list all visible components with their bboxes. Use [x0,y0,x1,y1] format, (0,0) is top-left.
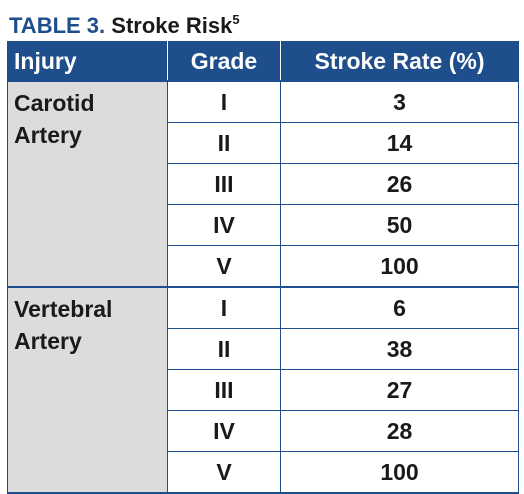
stroke-risk-table: Injury Grade Stroke Rate (%) Carotid Art… [7,41,519,494]
injury-label: Artery [14,122,82,148]
injury-label: Vertebral [14,296,113,322]
grade-cell: I [167,80,281,123]
table-row: III 26 [8,163,519,205]
table-row: V 100 [8,451,519,494]
grade-cell: IV [167,204,281,246]
rate-cell: 6 [280,286,519,329]
header-row: Injury Grade Stroke Rate (%) [7,41,519,82]
rate-cell: 27 [280,369,519,411]
table-title: Stroke Risk [111,13,233,38]
table-row: IV 50 [8,204,519,246]
rate-cell: 26 [280,163,519,205]
rate-cell: 14 [280,122,519,164]
header-injury: Injury [7,41,168,82]
table-row: Vertebral Artery I 6 [7,286,519,494]
injury-label: Artery [14,328,82,354]
rate-cell: 38 [280,328,519,370]
grade-cell: V [167,451,281,494]
injury-label: Carotid [14,90,95,116]
rate-cell: 100 [280,451,519,494]
table-caption: TABLE 3. Stroke Risk5 [9,5,240,38]
table-number: TABLE 3. [9,13,106,38]
header-stroke-rate: Stroke Rate (%) [280,41,519,82]
grade-cell: I [167,286,281,329]
grade-cell: III [167,163,281,205]
injury-cell-vertebral: Vertebral Artery [7,286,168,494]
table-row: II 14 [8,122,519,164]
rate-cell: 100 [280,245,519,288]
rate-cell: 28 [280,410,519,452]
table-row: IV 28 [8,410,519,452]
header-grade: Grade [167,41,281,82]
rate-cell: 50 [280,204,519,246]
table-row: III 27 [8,369,519,411]
grade-cell: III [167,369,281,411]
grade-cell: V [167,245,281,288]
table-row: Carotid Artery I 3 [7,80,519,288]
footnote-reference: 5 [232,12,240,27]
grade-cell: IV [167,410,281,452]
grade-cell: II [167,122,281,164]
grade-cell: II [167,328,281,370]
rate-cell: 3 [280,80,519,123]
injury-cell-carotid: Carotid Artery [7,80,168,288]
